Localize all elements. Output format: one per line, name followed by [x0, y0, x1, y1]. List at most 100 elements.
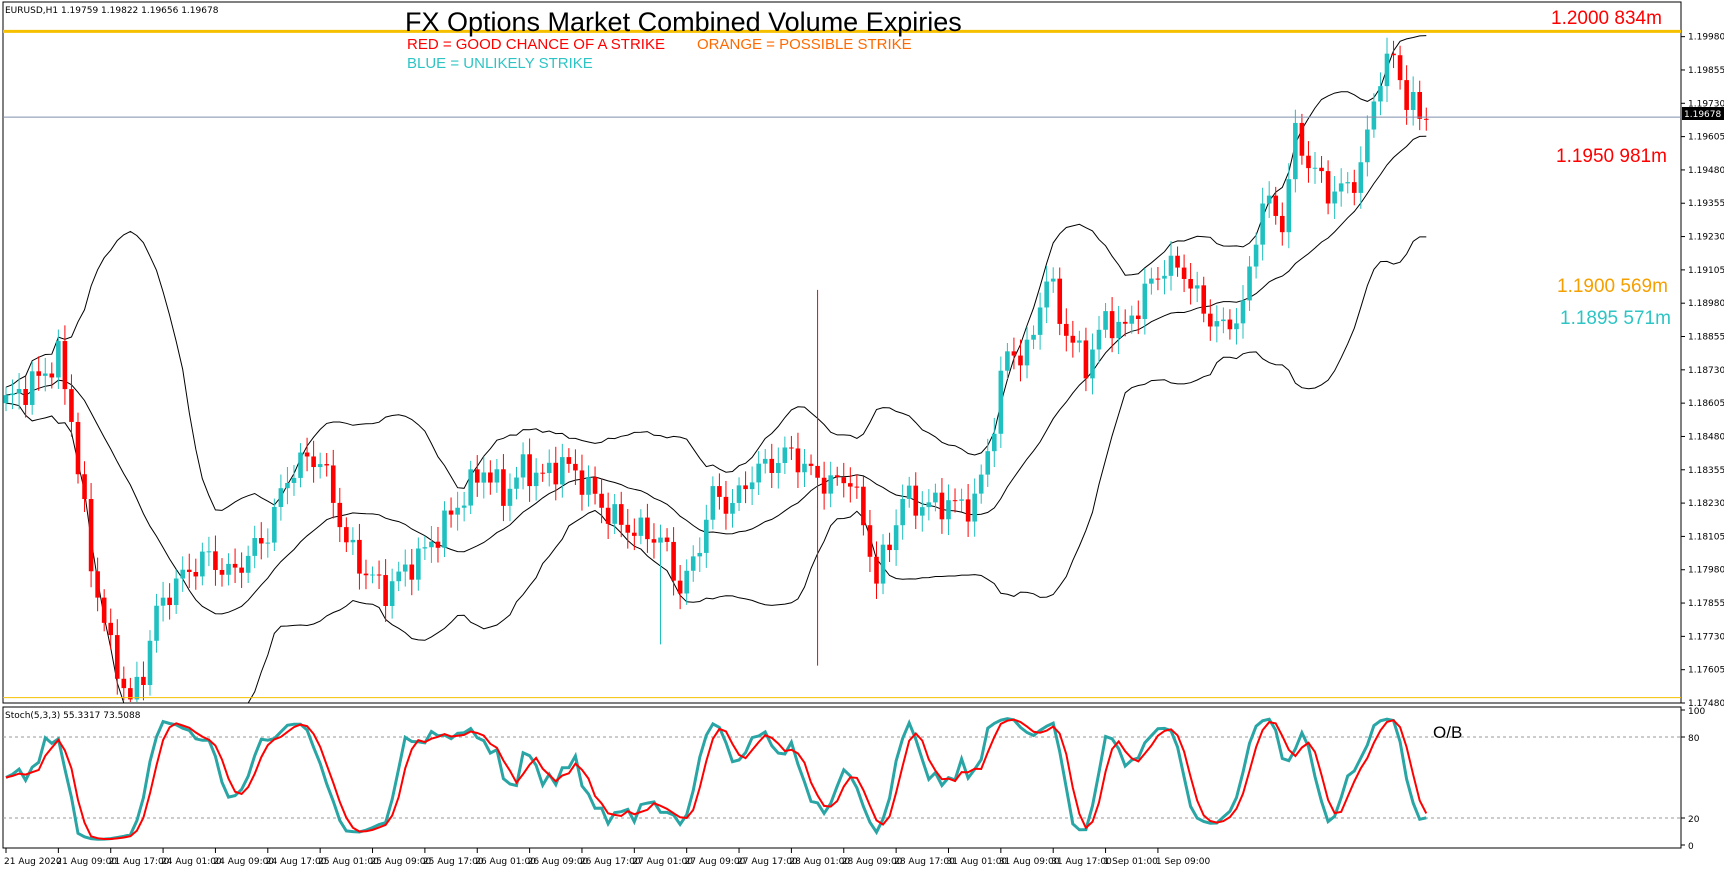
candle-body	[1365, 129, 1370, 163]
candle-body	[69, 389, 74, 422]
candle-body	[396, 571, 401, 582]
candle-body	[1378, 86, 1383, 102]
current-price-label: 1.19678	[1684, 110, 1721, 120]
candle-body	[311, 456, 316, 468]
candle-body	[258, 538, 264, 544]
candle-body	[690, 556, 696, 571]
time-tick-label: 1 Sep 01:00	[1104, 857, 1159, 867]
candle-body	[95, 571, 100, 598]
candle-body	[121, 678, 127, 689]
candle-body	[219, 569, 225, 575]
candle-body	[802, 463, 807, 473]
candle-body	[749, 482, 755, 490]
candle-body	[985, 451, 991, 475]
candle-body	[880, 544, 886, 584]
candle-body	[265, 542, 271, 544]
candle-body	[926, 502, 932, 508]
candle-body	[1149, 278, 1154, 284]
candle-body	[677, 580, 683, 594]
price-tick-label: 1.18605	[1688, 399, 1724, 409]
candle-body	[1404, 80, 1409, 110]
candle-body	[1247, 266, 1252, 301]
candle-body	[1201, 285, 1207, 314]
time-tick-label: 26 Aug 01:00	[475, 857, 536, 867]
candle-body	[1207, 313, 1213, 327]
candle-body	[501, 469, 506, 506]
candle-body	[1338, 183, 1344, 192]
candle-body	[540, 472, 545, 474]
candle-body	[154, 605, 159, 641]
price-tick-label: 1.17605	[1688, 666, 1724, 676]
price-tick-label: 1.18105	[1688, 532, 1724, 542]
candle-body	[978, 474, 984, 494]
candle-body	[1103, 311, 1108, 330]
candle-body	[1122, 321, 1128, 324]
candle-body	[854, 486, 860, 488]
candle-body	[730, 502, 735, 514]
candle-body	[1260, 203, 1265, 245]
candle-body	[239, 567, 244, 573]
candle-body	[141, 676, 146, 685]
price-tick-label: 1.19855	[1688, 66, 1724, 76]
stoch-tick-label: 100	[1688, 707, 1705, 717]
candle-body	[1234, 323, 1239, 330]
candle-body	[1057, 278, 1063, 324]
candle-body	[991, 433, 997, 452]
candle-body	[605, 507, 611, 524]
price-tick-label: 1.17480	[1688, 699, 1724, 709]
candle-body	[612, 504, 617, 524]
time-tick-label: 25 Aug 17:00	[423, 857, 484, 867]
candle-body	[1397, 55, 1403, 81]
candle-body	[1018, 355, 1023, 366]
time-tick-label: 21 Aug 17:00	[109, 857, 170, 867]
candle-body	[762, 458, 768, 464]
chart-title: FX Options Market Combined Volume Expiri…	[405, 7, 962, 37]
candle-body	[900, 498, 905, 526]
candle-body	[1221, 319, 1226, 322]
price-tick-label: 1.18855	[1688, 333, 1724, 343]
candle-body	[1332, 191, 1337, 204]
candle-body	[350, 539, 356, 543]
candle-body	[128, 688, 133, 700]
candle-body	[232, 563, 238, 568]
time-tick-label: 21 Aug 09:00	[56, 857, 117, 867]
time-tick-label: 31 Aug 17:00	[1051, 857, 1112, 867]
option-level-label: 1.1900 569m	[1557, 276, 1668, 297]
price-tick-label: 1.19105	[1688, 266, 1724, 276]
candle-body	[252, 538, 258, 556]
candle-body	[599, 493, 604, 508]
candle-body	[1188, 278, 1193, 289]
candle-body	[546, 462, 552, 474]
bollinger-lower-line	[5, 236, 1427, 704]
candle-body	[88, 499, 94, 572]
legend-blue: BLUE = UNLIKELY STRIKE	[407, 55, 593, 72]
candle-body	[1044, 281, 1049, 308]
candle-body	[920, 507, 925, 516]
candle-body	[49, 373, 55, 378]
candle-body	[736, 485, 742, 503]
candle-body	[29, 371, 35, 405]
candle-body	[226, 563, 231, 575]
candle-body	[717, 486, 722, 497]
candle-body	[1286, 179, 1292, 233]
legend-orange: ORANGE = POSSIBLE STRIKE	[697, 36, 912, 53]
candle-body	[1325, 171, 1331, 204]
candle-body	[62, 341, 68, 390]
candle-body	[795, 448, 801, 473]
candle-body	[723, 496, 729, 514]
time-tick-label: 21 Aug 2020	[4, 857, 62, 867]
candle-body	[1227, 319, 1233, 330]
candle-body	[494, 469, 500, 483]
candle-body	[1024, 339, 1030, 366]
candle-body	[514, 477, 519, 489]
candle-body	[357, 539, 362, 574]
bollinger-upper-line	[5, 35, 1427, 511]
candle-body	[36, 371, 42, 376]
candle-body	[291, 477, 297, 483]
bollinger-bands	[5, 35, 1427, 704]
candle-body	[959, 499, 964, 501]
price-tick-label: 1.19355	[1688, 199, 1724, 209]
candle-body	[160, 597, 166, 606]
horizontal-lines	[3, 29, 1681, 699]
